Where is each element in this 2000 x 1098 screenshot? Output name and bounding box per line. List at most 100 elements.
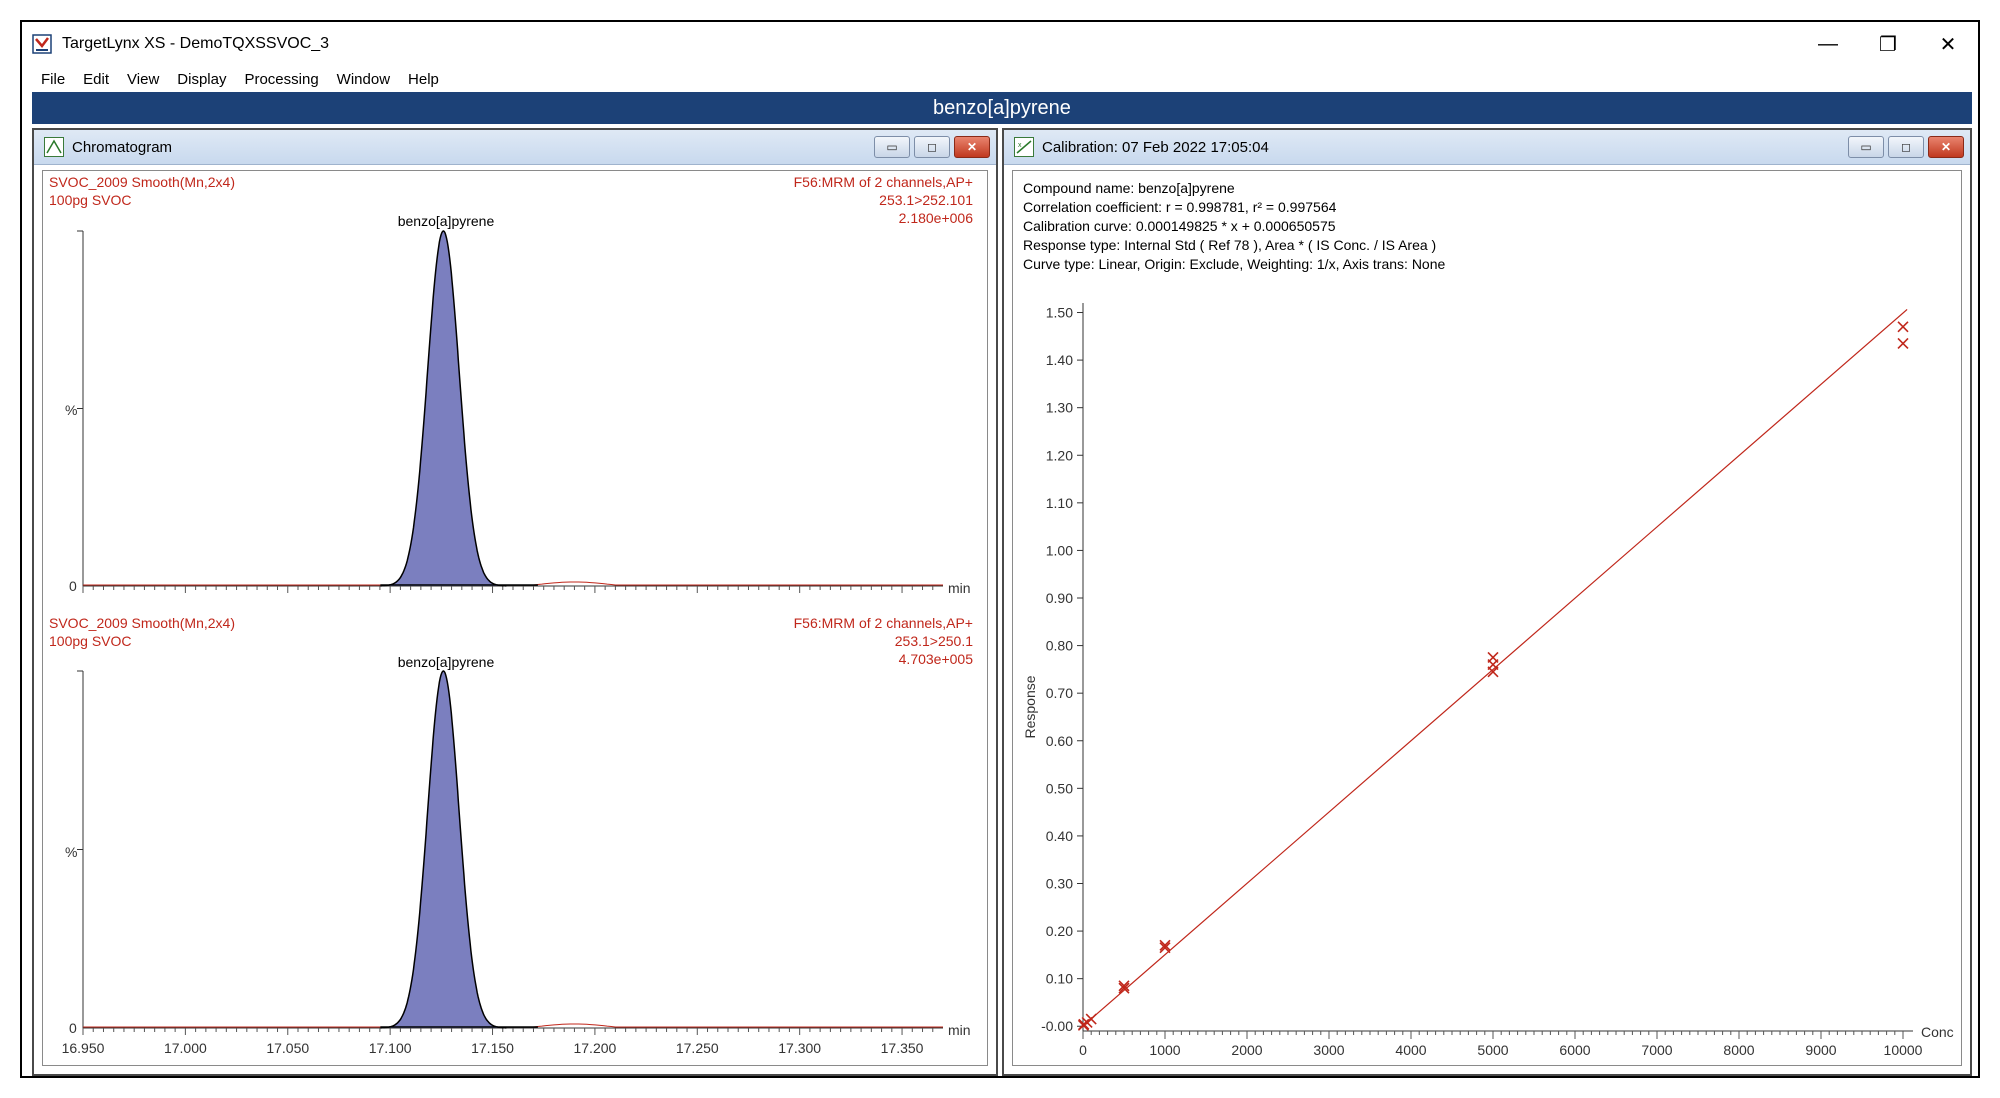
trace1-function: F56:MRM of 2 channels,AP+ [794,174,973,190]
x-tick-label: 16.950 [62,1040,105,1056]
info-correlation: Correlation coefficient: r = 0.998781, r… [1023,199,1337,215]
point-stroke [1897,321,1909,333]
pane-minimize-icon[interactable]: ▭ [874,136,910,158]
x-tick-label: 17.000 [164,1040,207,1056]
trace2-plot [77,670,943,1035]
x-tick-label: 17.350 [881,1040,924,1056]
calibration-point [1118,980,1130,992]
point-stroke [1897,337,1909,350]
calibration-title-bar[interactable]: x Calibration: 07 Feb 2022 17:05:04 ▭ ◻ … [1004,130,1970,165]
cal-y-tick-label: 0.20 [1046,923,1073,939]
chromatogram-body[interactable]: SVOC_2009 Smooth(Mn,2x4) 100pg SVOC F56:… [42,170,988,1066]
x-tick-label: 17.050 [266,1040,309,1056]
trace2-y-pct: % [65,844,77,860]
minimize-icon[interactable]: — [1818,32,1838,55]
cal-y-tick-label: 1.50 [1046,305,1073,321]
calibration-icon: x [1014,137,1034,157]
peak-fill [380,231,507,586]
menu-window[interactable]: Window [336,70,391,88]
trace2-x-unit: min [948,1022,971,1038]
info-curve-type: Curve type: Linear, Origin: Exclude, Wei… [1023,256,1446,272]
title-bar[interactable]: TargetLynx XS - DemoTQXSSVOC_3 — ❐ ✕ [22,22,1978,66]
cal-x-tick-label: 5000 [1477,1042,1508,1058]
cal-x-tick-label: 7000 [1641,1042,1672,1058]
cal-y-tick-label: 0.40 [1046,828,1073,844]
trace2-level: 100pg SVOC [49,633,132,649]
app-logo-icon [32,34,52,54]
cal-x-tick-label: 4000 [1395,1042,1426,1058]
chromatogram-icon [44,137,64,157]
calibration-title: Calibration: 07 Feb 2022 17:05:04 [1042,138,1269,156]
cal-y-tick-label: 1.10 [1046,495,1073,511]
pane-close-icon[interactable]: ✕ [954,136,990,158]
close-icon[interactable]: ✕ [1939,33,1957,56]
point-stroke [1159,942,1171,954]
trace1-level: 100pg SVOC [49,192,132,208]
chromatogram-pane: Chromatogram ▭ ◻ ✕ SVOC_2009 Smooth(Mn,2… [32,128,998,1076]
calibration-point [1487,651,1499,664]
cal-y-tick-label: -0.00 [1041,1018,1073,1034]
menu-help[interactable]: Help [408,70,439,88]
point-stroke [1118,982,1130,994]
compound-banner: benzo[a]pyrene [32,92,1972,124]
menu-view[interactable]: View [127,70,160,88]
cal-y-tick-label: 0.70 [1046,685,1073,701]
point-stroke [1078,1018,1090,1030]
point-stroke [1118,980,1130,992]
app-window: TargetLynx XS - DemoTQXSSVOC_3 — ❐ ✕ Fil… [20,20,1980,1078]
cal-y-tick-label: 1.00 [1046,542,1073,558]
cal-x-tick-label: 8000 [1723,1042,1754,1058]
x-tick-label: 17.200 [573,1040,616,1056]
pane-maximize-icon[interactable]: ◻ [914,136,950,158]
chromatogram-title-bar[interactable]: Chromatogram ▭ ◻ ✕ [34,130,996,165]
pane-minimize-icon[interactable]: ▭ [1848,136,1884,158]
trace2-y-zero: 0 [69,1020,77,1036]
cal-y-tick-label: 0.50 [1046,780,1073,796]
trace1-transition: 253.1>252.101 [879,192,973,208]
calibration-body[interactable]: Compound name: benzo[a]pyrene Correlatio… [1012,170,1962,1066]
x-tick-label: 17.250 [676,1040,719,1056]
cal-x-label: Conc [1921,1024,1954,1040]
svg-text:x: x [1018,142,1022,149]
info-response: Response type: Internal Std ( Ref 78 ), … [1023,237,1437,253]
cal-y-tick-label: 0.80 [1046,638,1073,654]
menu-file[interactable]: File [41,70,66,88]
calibration-point [1897,337,1909,350]
menu-display[interactable]: Display [177,70,227,88]
menu-edit[interactable]: Edit [83,70,110,88]
restore-icon[interactable]: ❐ [1879,33,1897,56]
calibration-info: Compound name: benzo[a]pyrene Correlatio… [1023,179,1445,274]
trace1-sample: SVOC_2009 Smooth(Mn,2x4) [49,174,235,190]
cal-x-tick-label: 9000 [1805,1042,1836,1058]
cal-y-tick-label: 0.30 [1046,875,1073,891]
cal-y-tick-label: 0.60 [1046,733,1073,749]
peak-outline [380,670,507,1029]
x-tick-label: 17.300 [778,1040,821,1056]
calibration-point [1118,982,1130,994]
pane-maximize-icon[interactable]: ◻ [1888,136,1924,158]
trace2-function: F56:MRM of 2 channels,AP+ [794,615,973,631]
x-tick-label: 17.100 [369,1040,412,1056]
peak-outline [380,230,507,587]
trace2-intensity: 4.703e+005 [899,651,974,667]
cal-y-tick-label: 1.40 [1046,352,1073,368]
trace2-sample: SVOC_2009 Smooth(Mn,2x4) [49,615,235,631]
calibration-point [1159,939,1171,951]
x-tick-label: 17.150 [471,1040,514,1056]
menu-bar: File Edit View Display Processing Window… [32,66,1968,93]
cal-y-label: Response [1022,675,1038,738]
pane-close-icon[interactable]: ✕ [1928,136,1964,158]
cal-x-tick-label: 6000 [1559,1042,1590,1058]
chromatogram-plot[interactable]: SVOC_2009 Smooth(Mn,2x4) 100pg SVOC F56:… [43,171,991,1069]
menu-processing[interactable]: Processing [244,70,319,88]
point-stroke [1085,1013,1097,1025]
calibration-plot[interactable]: -0.00 0.10 0.20 0.30 0.40 0.50 0.60 0.70 0.80 0.9… [1013,171,1965,1069]
trace1-plot [77,230,943,593]
cal-y-tick-label: 0.90 [1046,590,1073,606]
peak-fill [380,671,507,1028]
calibration-pane: x Calibration: 07 Feb 2022 17:05:04 ▭ ◻ … [1002,128,1972,1076]
trace2-peak-label: benzo[a]pyrene [398,654,495,670]
chromatogram-title: Chromatogram [72,138,173,156]
cal-y-tick-label: 0.10 [1046,971,1073,987]
point-stroke [1487,651,1499,664]
